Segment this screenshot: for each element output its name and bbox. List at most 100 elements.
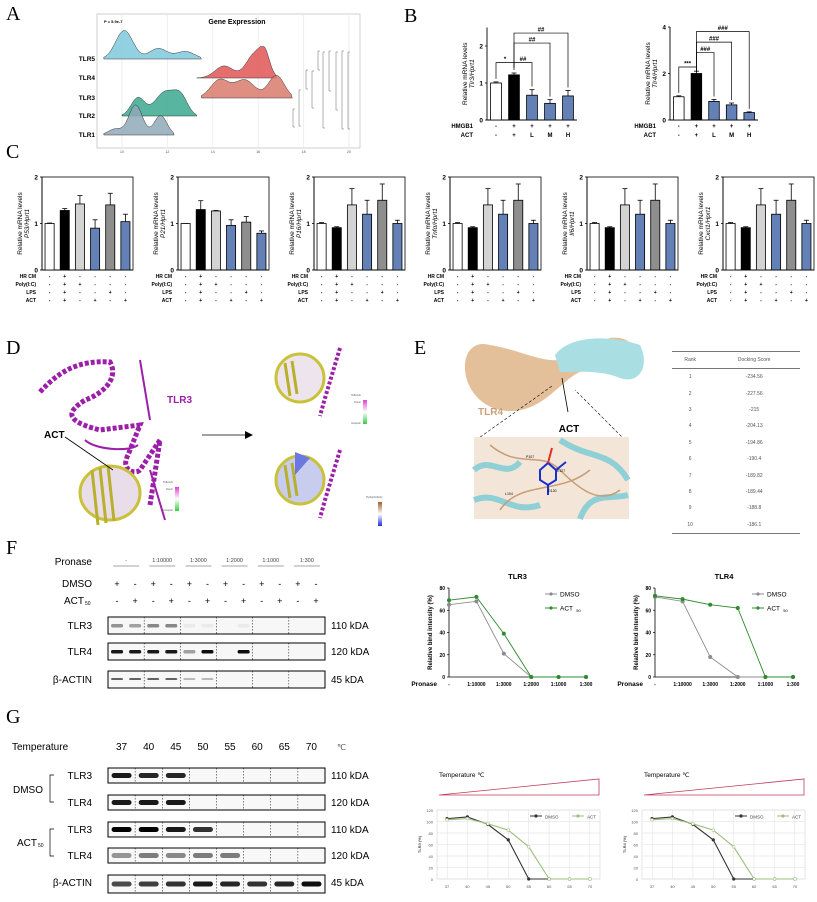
dmso-sign: - <box>278 579 281 589</box>
protein-band <box>183 624 196 628</box>
condition-value: - <box>397 274 399 280</box>
y-tick-label: 60 <box>645 608 651 614</box>
condition-value: - <box>495 124 497 130</box>
condition-label: HR CM <box>156 274 172 280</box>
table-row: 8 -189.44 <box>672 484 800 500</box>
temperature-value: 70 <box>306 742 318 753</box>
condition-value: + <box>744 298 747 304</box>
x-tick-label: 37 <box>650 884 655 889</box>
x-tick-label: 65 <box>567 884 572 889</box>
bar <box>526 94 538 121</box>
rank-cell: 1 <box>688 374 692 381</box>
bar <box>256 232 267 271</box>
legend-label-subscript: 50 <box>783 608 788 613</box>
y-axis-label: Relative mRNA levels <box>462 42 469 105</box>
y-axis-label: Relative mRNA levels <box>289 192 296 255</box>
condition-label: HMGB1 <box>634 124 656 130</box>
condition-value: - <box>730 282 732 288</box>
condition-label: ACT <box>298 298 308 304</box>
table-row: 5 -194.86 <box>672 435 800 451</box>
ridge-chart: 10 12 14 16 18 20 Gene Expression P = 5.9e-7 TLR… <box>79 13 361 154</box>
bar <box>377 199 388 271</box>
condition-value: - <box>502 290 504 296</box>
bar <box>562 95 574 121</box>
condition-value: + <box>381 290 384 296</box>
rank-cell: 6 <box>688 456 692 463</box>
pronase-level-label: - <box>125 558 127 564</box>
condition-value: + <box>124 298 127 304</box>
condition-label: Poly(I:C) <box>287 282 308 288</box>
y-tick-label: 20 <box>429 866 434 871</box>
bar <box>673 96 685 121</box>
data-point <box>447 598 451 603</box>
condition-value: + <box>654 290 657 296</box>
legend-label: ACT <box>792 814 801 819</box>
condition-value: - <box>775 274 777 280</box>
condition-value: + <box>260 298 263 304</box>
significance-label: ## <box>529 38 536 44</box>
rank-cell: 5 <box>688 439 692 446</box>
y-tick-label: 4 <box>662 25 666 32</box>
temperature-title: Temperature ℃ <box>439 772 485 779</box>
condition-value: + <box>669 298 672 304</box>
legend-label: ACT <box>560 605 573 612</box>
docking-score-cell: -186.1 <box>708 516 800 534</box>
condition-value: - <box>670 290 672 296</box>
header-docking-score: Docking Score <box>708 351 800 369</box>
x-tick-label: 1:300 <box>787 682 800 688</box>
pronase-level-label: 1:300 <box>300 558 314 564</box>
data-point <box>445 818 449 822</box>
blot-row-label: TLR4 <box>68 798 93 809</box>
temperature-ramp-icon <box>438 778 600 796</box>
pronase-level-label: 1:10000 <box>152 558 172 564</box>
y-tick-label: 2 <box>479 44 483 51</box>
condition-value: - <box>321 290 323 296</box>
condition-value: - <box>495 133 497 139</box>
protein-band <box>192 827 213 832</box>
protein-band <box>165 881 186 887</box>
temperature-gradient-11: Temperature ℃ <box>438 772 600 796</box>
x-axis-label: Pronase <box>617 681 643 688</box>
comparison-bracket <box>335 51 338 111</box>
y-tick-label: 0 <box>306 268 310 275</box>
bar <box>467 227 478 271</box>
y-tick-label: 1 <box>306 221 310 228</box>
condition-value: + <box>790 290 793 296</box>
act-sign: - <box>116 596 119 606</box>
condition-label: HR CM <box>292 274 308 280</box>
docking-score-cell: -215 <box>749 406 760 413</box>
y-tick-label: 1 <box>170 221 174 228</box>
condition-value: - <box>730 298 732 304</box>
legend-marker <box>549 592 553 596</box>
condition-value: + <box>623 282 626 288</box>
tlr3-docking-structure: ACT TLR3 H-Bonds Donor Acceptor H-Bonds Donor A… <box>38 347 383 526</box>
protein-band <box>138 827 159 832</box>
x-tick-label: 37 <box>445 884 450 889</box>
beta-sheet-cartoon <box>90 465 116 526</box>
comparison-bracket <box>292 108 295 128</box>
act-sign: + <box>169 596 174 606</box>
plot-frame <box>449 176 542 271</box>
condition-value: + <box>730 124 734 130</box>
protein-band <box>220 881 241 887</box>
plot-frame <box>177 176 270 271</box>
condition-value: + <box>775 298 778 304</box>
x-tick-label: 1:300 <box>580 682 593 688</box>
blot-row-label: β-ACTIN <box>53 675 92 686</box>
ridge-tlr1 <box>103 104 175 136</box>
data-point <box>763 675 768 679</box>
bar <box>44 223 55 271</box>
condition-value: - <box>624 290 626 296</box>
x-tick-label: 50 <box>506 884 511 889</box>
condition-value: - <box>806 274 808 280</box>
condition-value: + <box>94 298 97 304</box>
x-tick-label: 1:2000 <box>730 682 746 688</box>
protein-band <box>165 827 186 832</box>
data-point <box>791 675 795 679</box>
y-tick-label: 60 <box>439 608 445 614</box>
condition-value: M <box>729 133 734 139</box>
condition-value: - <box>245 282 247 288</box>
condition-value: - <box>321 298 323 304</box>
condition-label: Poly(I:C) <box>423 282 444 288</box>
bar <box>755 204 766 271</box>
